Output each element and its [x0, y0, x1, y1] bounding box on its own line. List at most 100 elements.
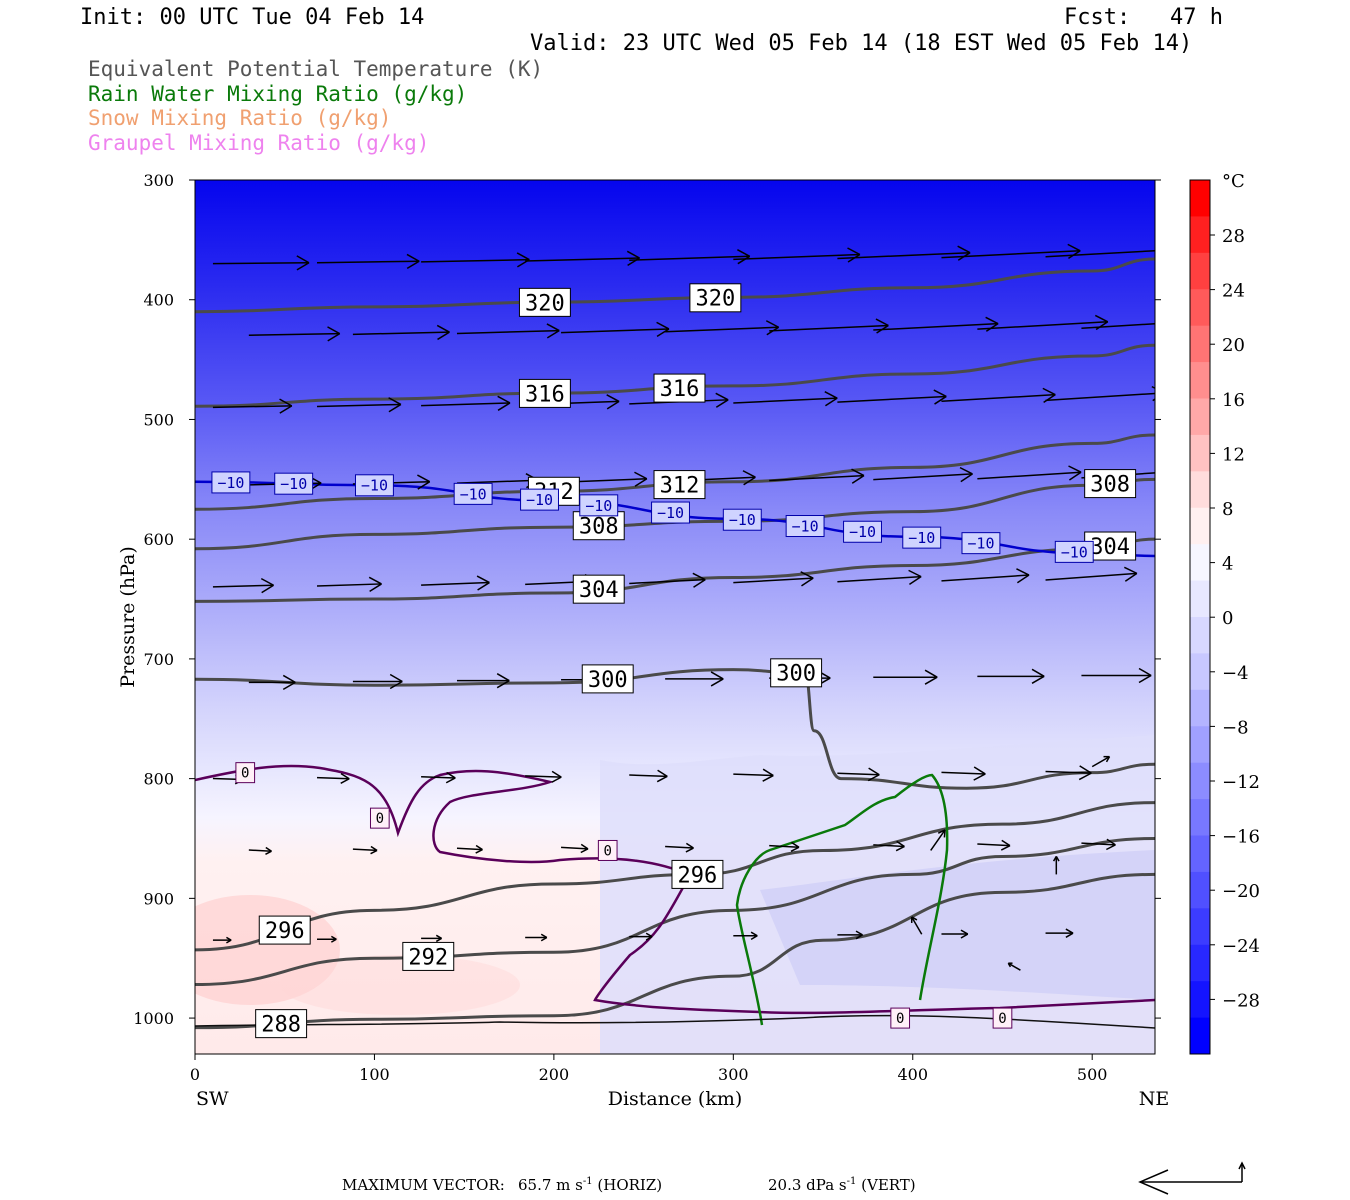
wind-vector: [941, 568, 1030, 584]
isotherm-label-minus10-box: [579, 494, 619, 517]
wind-vector: [1052, 856, 1060, 875]
isotherm-label-minus10-box: [902, 526, 942, 549]
colorbar-tick-label: 24: [1222, 281, 1245, 302]
rain-mixing-ratio-contour: [735, 773, 949, 1026]
wind-vector: [941, 387, 1056, 403]
wind-vector: [837, 930, 863, 940]
colorbar-tick-label: −16: [1222, 827, 1260, 848]
theta-e-label-316: 316: [525, 382, 565, 407]
wind-vector: [316, 772, 350, 784]
wind-vector: [421, 575, 490, 591]
theta-e-label-312: 312: [660, 474, 700, 499]
colorbar-segment: [1190, 944, 1210, 982]
theta-e-label-292-box: [402, 941, 455, 971]
wind-vector: [352, 845, 378, 855]
isotherm-label-minus10: −10: [657, 504, 684, 522]
freezing-level-label: 0: [376, 811, 384, 827]
isotherm-label-minus10-box: [354, 474, 394, 497]
isotherm-label-minus10-box: [1054, 540, 1094, 563]
wind-vector: [317, 397, 402, 413]
wind-vector: [930, 829, 946, 851]
isotherm-label-minus10-box: [453, 482, 493, 505]
colorbar-segment: [1190, 580, 1210, 618]
isotherm-label-minus10: −10: [792, 517, 819, 535]
freezing-level-label: 0: [241, 766, 249, 782]
colorbar-tick-label: 4: [1222, 554, 1233, 575]
theta-e-label-312-box: [653, 470, 706, 500]
colorbar-segment: [1190, 871, 1210, 909]
colorbar-segment: [1190, 507, 1210, 545]
isotherm-label-minus10: −10: [967, 535, 994, 553]
wind-vector: [212, 577, 274, 594]
freezing-level-label: 0: [896, 1011, 904, 1027]
colorbar-tick-label: −4: [1222, 663, 1249, 684]
x-end-label-sw: SW: [196, 1088, 229, 1110]
colorbar-segment: [1190, 689, 1210, 727]
isotherm-label-minus10: −10: [280, 475, 307, 493]
wind-vector: [456, 844, 483, 854]
isotherm-label-minus10-box: [211, 471, 251, 494]
theta-e-label-320: 320: [695, 287, 735, 312]
isotherm-label-minus10-box: [651, 501, 690, 524]
colorbar-segment: [1190, 908, 1210, 946]
colorbar-segment: [1190, 434, 1210, 472]
wind-vector: [629, 572, 706, 588]
isotherm-label-minus10: −10: [908, 529, 935, 547]
wind-vector: [1081, 322, 1155, 330]
variable-snow: Snow Mixing Ratio (g/kg): [88, 106, 392, 130]
freezing-level-label-box: [369, 807, 390, 829]
x-end-label-ne: NE: [1139, 1088, 1170, 1110]
theta-e-label-320-box: [689, 283, 742, 313]
freezing-level-label-box: [992, 1007, 1013, 1029]
theta-e-label-316: 316: [660, 377, 700, 402]
freezing-level-label-box: [890, 1007, 911, 1029]
theta-e-label-300-box: [770, 658, 823, 688]
wind-vector: [561, 843, 589, 854]
isotherm-label-minus10: −10: [849, 523, 876, 541]
isotherm-label-minus10: −10: [585, 497, 612, 515]
colorbar-segment: [1190, 252, 1210, 290]
theta-e-contour-288: [195, 872, 1155, 1030]
wind-vector: [733, 768, 774, 782]
freezing-level-contour: [195, 764, 1155, 1015]
y-tick-label: 1000: [133, 1009, 174, 1028]
colorbar-tick-label: 8: [1222, 499, 1233, 520]
colorbar-tick-label: 0: [1222, 608, 1233, 629]
theta-e-contour-292: [195, 836, 1155, 987]
theta-e-label-304-box: [572, 574, 625, 604]
variable-theta-e: Equivalent Potential Temperature (K): [88, 57, 544, 81]
theta-e-label-296: 296: [678, 863, 718, 888]
wind-vector: [733, 571, 814, 587]
plot-frame: [194, 179, 1156, 1055]
isotherm-label-minus10: −10: [460, 485, 487, 503]
wind-vector: [248, 674, 296, 691]
isotherm-label-minus10-box: [785, 515, 825, 538]
x-tick-label: 100: [359, 1065, 390, 1084]
colorbar-segment: [1190, 289, 1210, 327]
colorbar-tick-label: 12: [1222, 444, 1245, 465]
wind-vector: [769, 841, 800, 852]
wind-vector: [456, 673, 510, 689]
theta-e-label-300: 300: [588, 668, 628, 693]
theta-e-label-296-box: [258, 915, 311, 945]
wind-vector: [733, 391, 838, 407]
theta-e-label-292: 292: [408, 945, 448, 970]
colorbar-segment: [1190, 617, 1210, 654]
colorbar-segment: [1190, 799, 1210, 836]
y-tick-label: 400: [143, 291, 174, 310]
wind-vector: [941, 766, 986, 781]
variable-rain: Rain Water Mixing Ratio (g/kg): [88, 82, 468, 106]
wind-vector: [248, 326, 341, 342]
colorbar-segment: [1190, 398, 1210, 436]
theta-e-label-288: 288: [261, 1013, 301, 1038]
wind-vector: [421, 934, 442, 943]
wind-vector: [910, 916, 923, 935]
colorbar-tick-label: −8: [1222, 717, 1249, 738]
wind-vector: [873, 466, 973, 483]
wind-vector: [212, 255, 310, 271]
freezing-level-label-box: [235, 762, 256, 784]
wind-vector: [421, 395, 511, 411]
theta-e-label-304: 304: [579, 578, 619, 603]
theta-e-label-320: 320: [525, 291, 565, 316]
